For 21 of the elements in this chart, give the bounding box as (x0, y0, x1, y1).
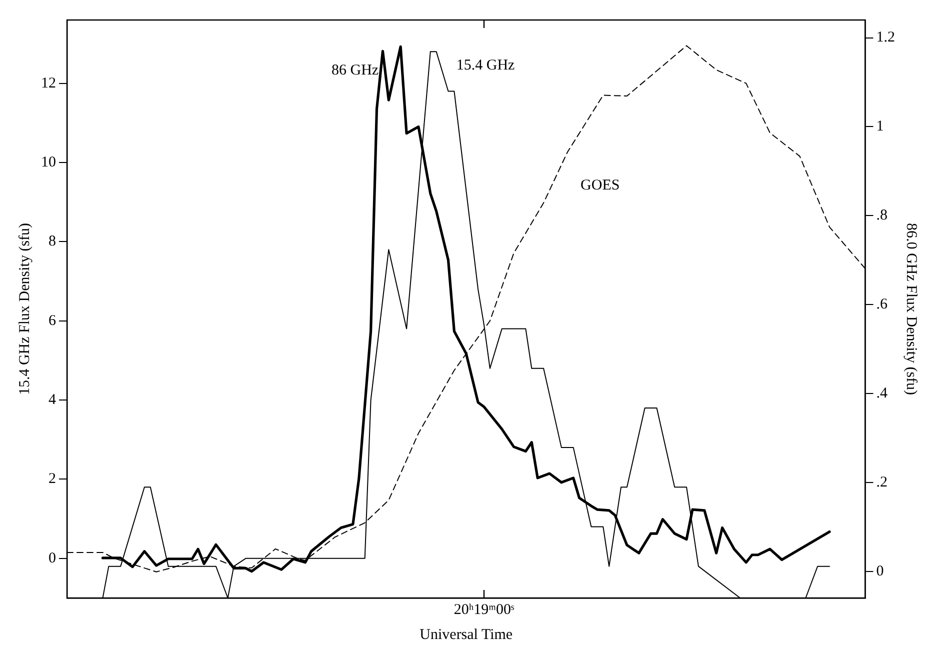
y-tick-label: 0 (48, 550, 56, 566)
x-axis-title: Universal Time (420, 626, 513, 643)
y-tick-label: 4 (48, 392, 56, 408)
series-label: 15.4 GHz (456, 58, 516, 74)
y-tick-label: 10 (41, 154, 56, 170)
y-axis-title: 15.4 GHz Flux Density (sfu) (16, 222, 33, 396)
y2-tick-label: 1 (876, 118, 884, 135)
y-tick-label: 6 (48, 312, 56, 329)
series-label: GOES (580, 178, 620, 194)
x-tick-label: 20ʰ19ᵐ00ˢ (454, 602, 514, 618)
y2-tick-label: .2 (876, 474, 888, 490)
y-tick-label: 2 (48, 471, 56, 488)
y2-axis-title: 86.0 GHz Flux Density (sfu) (903, 222, 920, 396)
y-tick-label: 8 (48, 234, 56, 250)
y2-tick-label: .8 (876, 208, 888, 224)
y2-tick-label: .6 (876, 296, 888, 312)
series-label: 86 GHz (332, 62, 379, 79)
y2-tick-label: 0 (876, 563, 884, 580)
y2-tick-label: 1.2 (876, 30, 895, 46)
y2-tick-label: .4 (876, 385, 888, 402)
y-tick-label: 12 (41, 75, 56, 92)
